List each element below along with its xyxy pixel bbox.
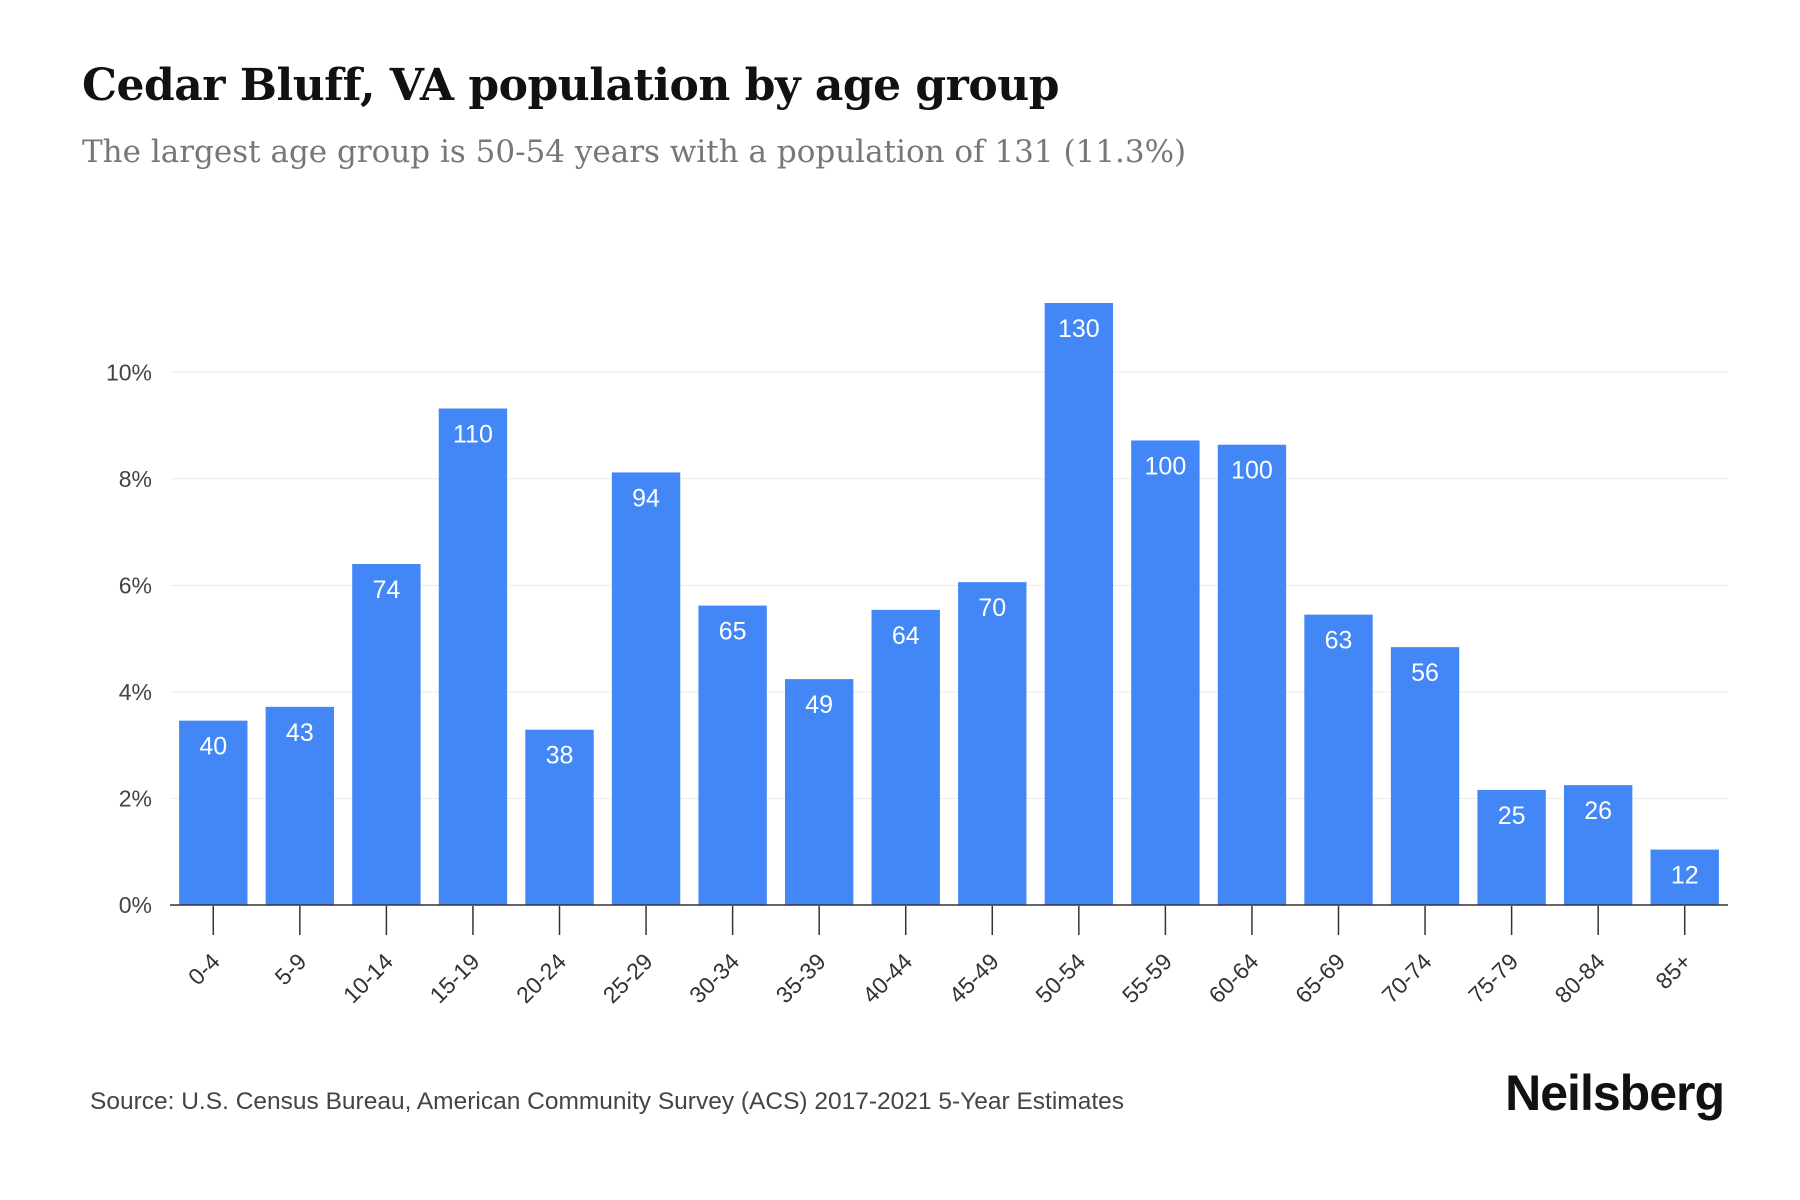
- bar: [784, 679, 854, 905]
- chart-title: Cedar Bluff, VA population by age group: [82, 60, 1059, 111]
- bar: [1217, 444, 1287, 905]
- bar-value-label: 65: [719, 618, 747, 646]
- bar: [1563, 785, 1633, 905]
- x-tick-label: 20-24: [511, 948, 571, 1008]
- y-tick-label: 2%: [119, 785, 152, 811]
- bar: [1650, 849, 1719, 905]
- bar-value-label: 100: [1231, 457, 1273, 485]
- bar-value-label: 26: [1584, 797, 1612, 825]
- x-tick-label: 15-19: [424, 948, 484, 1008]
- x-tick-label: 65-69: [1290, 948, 1350, 1008]
- y-tick-label: 0%: [119, 892, 152, 918]
- x-tick-label: 10-14: [338, 948, 398, 1008]
- bar: [352, 564, 421, 905]
- bar-value-label: 130: [1058, 315, 1100, 343]
- bar: [698, 605, 767, 905]
- bar-value-label: 25: [1498, 802, 1526, 830]
- bar-value-label: 12: [1671, 862, 1699, 890]
- bar-value-label: 43: [286, 719, 314, 747]
- bar-value-label: 110: [453, 420, 493, 448]
- x-tick-label: 70-74: [1377, 948, 1437, 1008]
- x-tick-label: 5-9: [269, 948, 311, 990]
- bar: [438, 408, 508, 905]
- bar: [611, 472, 681, 905]
- x-tick-label: 55-59: [1117, 948, 1177, 1008]
- bar-value-label: 100: [1145, 452, 1187, 480]
- x-tick-label: 60-64: [1203, 948, 1263, 1008]
- bar: [1304, 614, 1373, 905]
- y-tick-label: 6%: [119, 572, 152, 598]
- bar-value-label: 70: [978, 594, 1006, 622]
- x-tick-label: 45-49: [944, 948, 1004, 1008]
- bar: [525, 729, 594, 905]
- x-tick-label: 40-44: [857, 948, 917, 1008]
- x-tick-label: 0-4: [183, 948, 225, 990]
- bar: [1044, 303, 1114, 905]
- bar-value-label: 63: [1325, 627, 1353, 655]
- bar: [958, 582, 1027, 905]
- x-tick-label: 30-34: [684, 948, 744, 1008]
- bar-value-label: 94: [632, 484, 660, 512]
- x-tick-label: 85+: [1650, 948, 1696, 994]
- bar: [1390, 647, 1460, 905]
- y-tick-label: 10%: [106, 359, 152, 385]
- bar-value-label: 38: [546, 742, 574, 770]
- bar: [1131, 440, 1200, 905]
- chart-subtitle: The largest age group is 50-54 years wit…: [82, 134, 1187, 170]
- bar-value-label: 56: [1411, 659, 1439, 687]
- bar-chart: 0% 2% 4% 6% 8% 10% 40 0-4 43 5-9 74 10-14 110 15-19 38…: [106, 303, 1728, 1008]
- x-tick-label: 80-84: [1550, 948, 1610, 1008]
- neilsberg-logo: Neilsberg: [1505, 1065, 1725, 1121]
- bar: [1477, 789, 1546, 905]
- bar-value-label: 49: [805, 691, 833, 719]
- x-tick-label: 75-79: [1463, 948, 1523, 1008]
- bar: [179, 720, 248, 905]
- bar-value-label: 64: [892, 622, 920, 650]
- bar: [871, 609, 940, 905]
- y-tick-label: 4%: [119, 679, 152, 705]
- x-tick-label: 35-39: [771, 948, 831, 1008]
- bar-value-label: 74: [372, 576, 400, 604]
- y-tick-label: 8%: [119, 466, 152, 492]
- bar: [265, 706, 335, 905]
- bar-value-label: 40: [199, 733, 227, 761]
- x-tick-label: 50-54: [1030, 948, 1090, 1008]
- x-tick-label: 25-29: [598, 948, 658, 1008]
- source-note: Source: U.S. Census Bureau, American Com…: [90, 1088, 1125, 1115]
